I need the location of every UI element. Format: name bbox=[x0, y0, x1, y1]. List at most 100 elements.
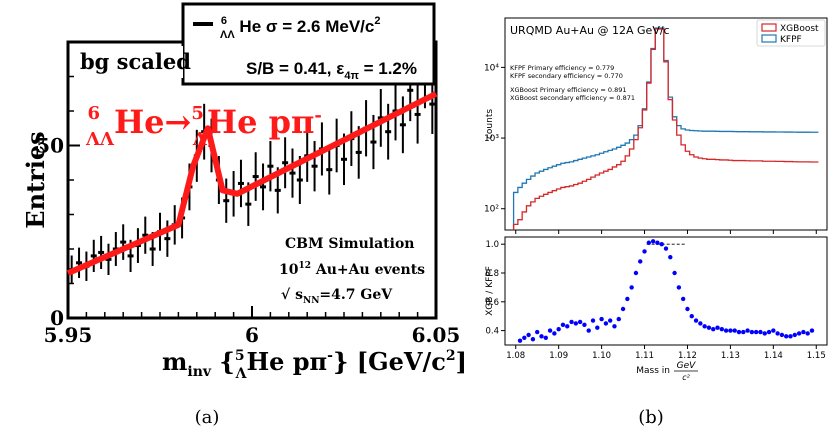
ratio-point bbox=[573, 321, 579, 326]
legend-line-1: 6 ΛΛ He σ = 2.6 MeV/c2 bbox=[220, 15, 380, 41]
ratio-point bbox=[638, 259, 643, 264]
x-tick-label: 1.09 bbox=[549, 351, 568, 361]
data-point bbox=[120, 224, 127, 260]
ratio-point bbox=[526, 332, 531, 338]
data-point bbox=[282, 137, 289, 189]
data-point bbox=[267, 141, 274, 192]
ratio-point bbox=[728, 328, 733, 333]
ratio-point bbox=[590, 318, 596, 323]
ratio-point bbox=[753, 329, 759, 335]
ratio-point bbox=[633, 270, 639, 276]
ratio-point bbox=[642, 249, 647, 254]
ratio-point bbox=[522, 335, 527, 340]
ratio-point bbox=[801, 329, 806, 335]
data-point bbox=[223, 178, 230, 223]
ratio-point bbox=[552, 331, 557, 336]
ratio-point bbox=[766, 329, 772, 335]
ratio-point bbox=[655, 240, 660, 245]
ratio-point bbox=[565, 324, 570, 329]
ratio-point bbox=[784, 334, 789, 339]
ratio-point bbox=[577, 319, 583, 325]
ratio-point bbox=[762, 331, 767, 336]
ratio-point bbox=[775, 331, 780, 336]
ratio-point bbox=[706, 325, 712, 330]
panel-b-xlabel-den: c² bbox=[682, 373, 690, 382]
y-tick-label: 0 bbox=[50, 306, 64, 330]
decay-label: 6 ΛΛHe→5 ΛHe pπ- bbox=[85, 103, 322, 150]
ratio-point bbox=[723, 328, 729, 333]
panel-b-bottom-ticks: 0.4 0.6 0.8 1.0 1.08 1.09 1.10 1.11 1.12 1.13 1.14… bbox=[485, 240, 825, 361]
sim-text-3: √ sNN=4.7 GeV bbox=[281, 287, 393, 306]
ratio-point bbox=[625, 296, 630, 302]
ratio-point bbox=[650, 239, 656, 244]
annotation-2: KFPF secondary efficiency = 0.770 bbox=[510, 72, 623, 80]
ratio-point bbox=[796, 331, 802, 336]
legend-kfpf-swatch bbox=[761, 34, 777, 43]
ratio-point bbox=[779, 332, 785, 338]
ratio-point bbox=[698, 321, 703, 326]
ratio-point bbox=[702, 324, 707, 329]
data-point bbox=[260, 163, 267, 211]
ratio-point bbox=[586, 328, 591, 333]
legend-kfpf-label: KFPF bbox=[780, 35, 802, 45]
ratio-point bbox=[556, 326, 561, 332]
ratio-point bbox=[530, 337, 536, 342]
annotation-3: XGBoost Primary efficiency = 0.891 bbox=[510, 86, 626, 94]
y-tick-label: 0.4 bbox=[485, 327, 499, 337]
x-tick-label: 1.08 bbox=[506, 351, 525, 361]
data-point bbox=[311, 141, 318, 192]
y-tick-label: 10⁴ bbox=[484, 63, 499, 73]
ratio-point bbox=[560, 322, 566, 328]
x-tick-label: 1.11 bbox=[635, 351, 654, 361]
ratio-point bbox=[719, 326, 725, 332]
panel-a-xlabel: minv {5 ΛHe pπ-} [GeV/c2] bbox=[162, 347, 467, 382]
ratio-point bbox=[535, 329, 540, 335]
panel-a-fit-curve bbox=[66, 91, 438, 276]
ratio-point bbox=[672, 270, 677, 276]
bg-label: bg scaled bbox=[80, 49, 191, 74]
ratio-point bbox=[741, 329, 746, 335]
sim-text-2: 1012 Au+Au events bbox=[279, 261, 425, 278]
data-point bbox=[289, 148, 296, 198]
panel-b-top-frame bbox=[504, 17, 828, 231]
ratio-point bbox=[517, 338, 523, 343]
ratio-point bbox=[736, 329, 742, 335]
ratio-point bbox=[788, 334, 793, 339]
panel-b-legend bbox=[756, 19, 826, 47]
xgboost-histogram bbox=[512, 28, 819, 230]
panel-b-xlabel: Mass in bbox=[636, 366, 670, 376]
ratio-points bbox=[517, 239, 815, 343]
data-point bbox=[90, 239, 97, 273]
ratio-point bbox=[749, 329, 755, 335]
data-point bbox=[98, 235, 105, 269]
ratio-point bbox=[771, 328, 776, 333]
x-tick-label: 1.13 bbox=[721, 351, 740, 361]
ratio-point bbox=[668, 254, 673, 260]
ratio-point bbox=[689, 314, 694, 319]
x-tick-label: 6.05 bbox=[412, 323, 461, 347]
kfpf-histogram bbox=[512, 27, 819, 230]
y-tick-label: 10³ bbox=[484, 134, 499, 144]
ratio-point bbox=[758, 329, 763, 335]
ratio-point bbox=[715, 325, 720, 330]
ratio-point bbox=[599, 316, 604, 322]
x-tick-label: 1.12 bbox=[678, 351, 697, 361]
data-point bbox=[252, 152, 259, 201]
data-point bbox=[326, 144, 333, 195]
panel-b-bottom: 0.4 0.6 0.8 1.0 1.08 1.09 1.10 1.11 1.12 1.13 1.14… bbox=[485, 236, 828, 428]
ratio-point bbox=[805, 331, 810, 336]
ratio-point bbox=[616, 316, 621, 322]
ratio-point bbox=[809, 328, 815, 333]
legend-line-2: S/B = 0.41, ε4π = 1.2% bbox=[246, 59, 417, 82]
y-tick-label: 1.0 bbox=[485, 240, 499, 250]
ratio-point bbox=[663, 246, 669, 251]
ratio-point bbox=[745, 328, 750, 333]
panel-a-ylabel: Entries bbox=[21, 131, 50, 228]
y-tick-label: 0.6 bbox=[485, 298, 499, 308]
annotation-1: KFPF Primary efficiency = 0.779 bbox=[510, 64, 614, 72]
ratio-point bbox=[595, 325, 600, 330]
x-tick-label: 1.14 bbox=[764, 351, 783, 361]
ratio-point bbox=[539, 334, 544, 339]
data-point bbox=[385, 103, 392, 160]
ratio-point bbox=[603, 321, 609, 326]
